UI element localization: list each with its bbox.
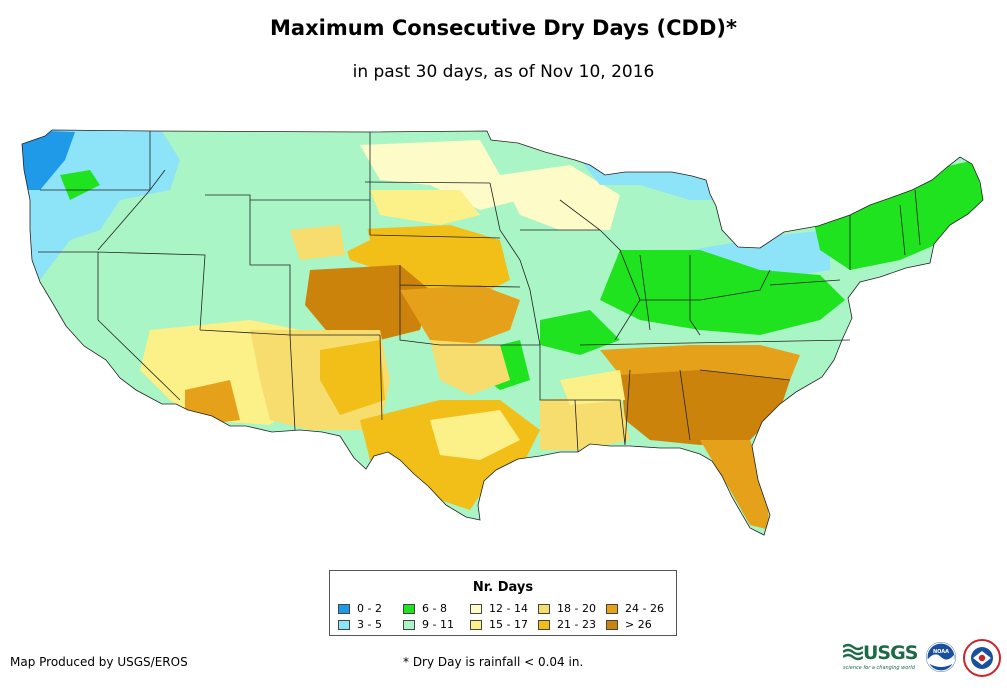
legend-item-0-2: 0 - 2 xyxy=(338,602,382,615)
legend-item-6-8: 6 - 8 xyxy=(403,602,447,615)
usgs-logo: USGS science for a changing world xyxy=(843,642,918,671)
noaa-logo-text: NOAA xyxy=(933,649,949,655)
legend: Nr. Days 0 - 2 3 - 5 6 - 8 9 - 11 12 - 1… xyxy=(329,570,677,636)
legend-swatch xyxy=(403,603,415,614)
legend-label: 15 - 17 xyxy=(489,618,528,631)
usgs-wave-icon xyxy=(843,643,863,661)
legend-swatch xyxy=(470,619,482,630)
producer-credit: Map Produced by USGS/EROS xyxy=(10,655,188,669)
state-boundaries xyxy=(21,129,984,536)
dry-day-fill-regions xyxy=(22,130,983,535)
legend-swatch xyxy=(538,603,550,614)
usgs-wordmark: USGS xyxy=(863,642,918,664)
legend-swatch xyxy=(338,603,350,614)
legend-item-15-17: 15 - 17 xyxy=(470,618,528,631)
legend-swatch xyxy=(338,619,350,630)
legend-label: > 26 xyxy=(625,618,652,631)
legend-label: 6 - 8 xyxy=(422,602,447,615)
dry-day-footnote: * Dry Day is rainfall < 0.04 in. xyxy=(403,655,584,669)
legend-item-24-26: 24 - 26 xyxy=(606,602,664,615)
legend-item-9-11: 9 - 11 xyxy=(403,618,454,631)
noaa-logo-icon: NOAA xyxy=(926,642,956,672)
legend-swatch xyxy=(470,603,482,614)
legend-label: 12 - 14 xyxy=(489,602,528,615)
legend-label: 18 - 20 xyxy=(557,602,596,615)
legend-item-18-20: 18 - 20 xyxy=(538,602,596,615)
legend-label: 9 - 11 xyxy=(422,618,454,631)
map-subtitle: in past 30 days, as of Nov 10, 2016 xyxy=(352,62,655,82)
legend-swatch xyxy=(538,619,550,630)
legend-label: 0 - 2 xyxy=(357,602,382,615)
legend-swatch xyxy=(606,619,618,630)
legend-swatch xyxy=(403,619,415,630)
legend-title: Nr. Days xyxy=(472,580,534,595)
map-title: Maximum Consecutive Dry Days (CDD)* xyxy=(270,16,737,40)
nws-logo-icon xyxy=(963,639,1001,677)
legend-item-12-14: 12 - 14 xyxy=(470,602,528,615)
legend-label: 21 - 23 xyxy=(557,618,596,631)
legend-item-3-5: 3 - 5 xyxy=(338,618,382,631)
legend-label: 24 - 26 xyxy=(625,602,664,615)
legend-swatch xyxy=(606,603,618,614)
usgs-tagline: science for a changing world xyxy=(843,665,915,671)
legend-label: 3 - 5 xyxy=(357,618,382,631)
legend-item-21-23: 21 - 23 xyxy=(538,618,596,631)
legend-item-over-26: > 26 xyxy=(606,618,652,631)
